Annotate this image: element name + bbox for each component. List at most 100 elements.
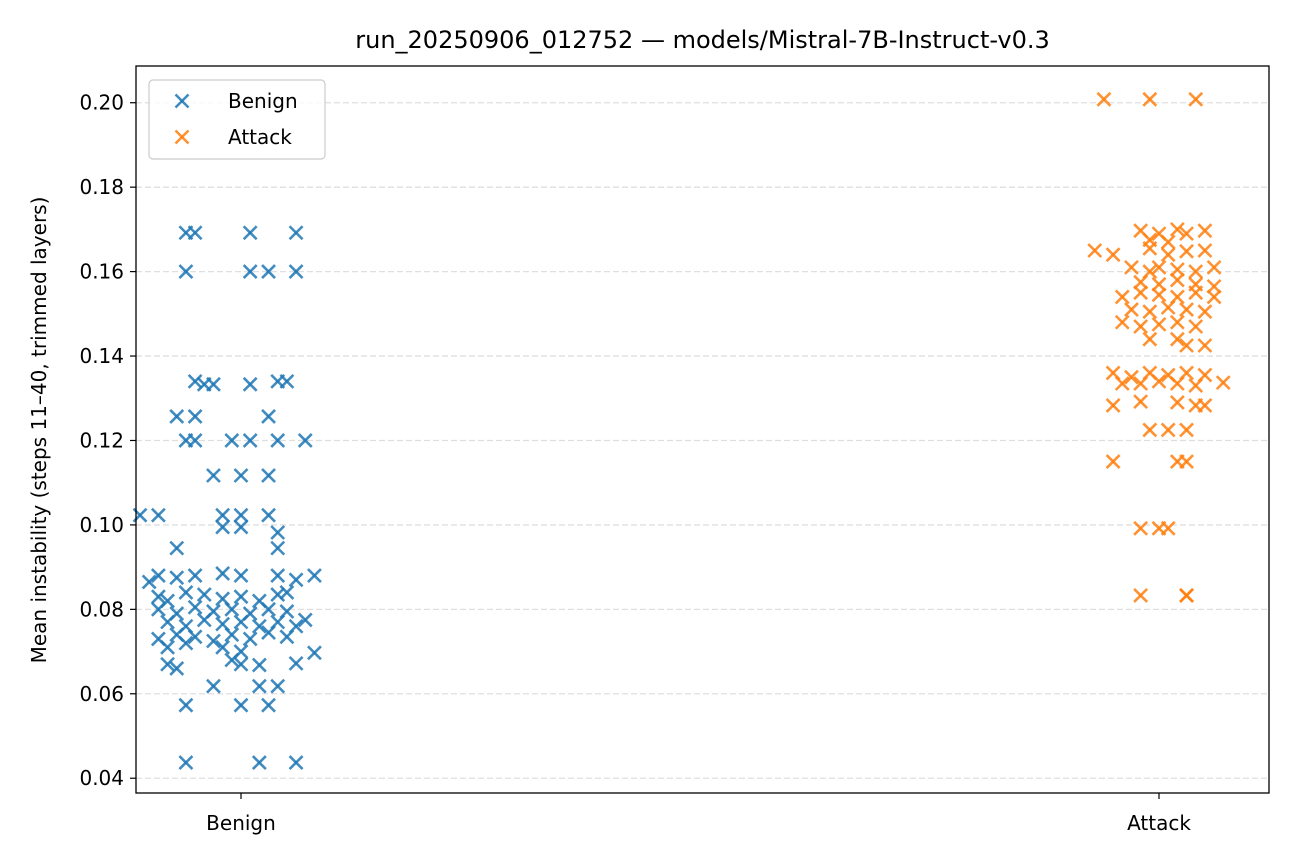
point-attack [1179, 243, 1194, 259]
point-benign [196, 587, 212, 602]
point-benign [224, 601, 240, 617]
point-benign [261, 697, 276, 713]
point-benign [233, 568, 249, 583]
point-benign [178, 697, 194, 713]
plot-frame [135, 65, 1270, 794]
y-tick-label: 0.16 [79, 260, 124, 284]
point-benign [224, 627, 240, 643]
point-benign [215, 519, 231, 535]
point-benign [196, 612, 212, 628]
point-benign [233, 507, 249, 523]
point-benign [279, 585, 295, 600]
point-benign [270, 540, 286, 556]
legend-label-benign: Benign [228, 89, 298, 113]
y-tick-label: 0.06 [79, 682, 124, 706]
point-benign [215, 639, 231, 655]
point-attack [1133, 587, 1149, 603]
point-attack [1169, 314, 1185, 330]
point-attack [1133, 274, 1149, 290]
point-benign [233, 589, 249, 605]
point-attack [1188, 378, 1204, 394]
point-benign [261, 264, 276, 280]
point-benign [288, 572, 304, 588]
point-attack [1160, 247, 1176, 263]
point-benign [215, 566, 231, 581]
point-attack [1206, 289, 1222, 305]
y-tick-label: 0.20 [79, 91, 124, 115]
point-benign [279, 629, 295, 645]
point-benign [270, 433, 286, 448]
point-attack [1105, 247, 1121, 263]
point-benign [169, 661, 185, 676]
point-benign [224, 652, 240, 668]
point-attack [1188, 319, 1204, 334]
point-benign [150, 589, 166, 605]
point-attack [1087, 243, 1103, 258]
legend-box [148, 79, 326, 160]
legend: Benign Attack [148, 79, 326, 160]
point-benign [178, 635, 194, 651]
point-benign [150, 601, 166, 617]
y-tick-label: 0.08 [79, 597, 124, 621]
point-attack [1133, 376, 1149, 391]
point-attack [1151, 276, 1167, 292]
point-benign [288, 264, 304, 280]
point-benign [242, 376, 258, 392]
point-benign [169, 570, 185, 586]
point-benign [297, 433, 313, 448]
point-benign [233, 697, 249, 713]
point-benign [187, 225, 203, 241]
point-benign [297, 612, 313, 628]
point-benign [270, 525, 286, 540]
point-benign [169, 408, 185, 424]
y-tick-label: 0.10 [79, 513, 124, 537]
point-benign [251, 618, 267, 634]
point-benign [261, 601, 276, 617]
point-attack [1179, 587, 1194, 603]
point-attack [1114, 314, 1130, 330]
point-benign [206, 468, 221, 483]
point-attack [1169, 395, 1185, 410]
y-tick-label: 0.18 [79, 175, 124, 199]
point-attack [1179, 454, 1194, 470]
point-benign [270, 587, 286, 602]
point-benign [187, 599, 203, 615]
point-benign [233, 468, 249, 483]
point-attack [1169, 262, 1185, 277]
point-attack [1169, 376, 1185, 391]
legend-label-attack: Attack [228, 125, 292, 149]
point-benign [288, 755, 304, 771]
y-tick-label: 0.14 [79, 344, 124, 368]
point-benign [187, 629, 203, 645]
point-benign [187, 433, 203, 448]
point-benign [150, 507, 166, 523]
point-benign [178, 585, 194, 600]
point-attack [1197, 243, 1213, 258]
legend-marker-benign [174, 93, 190, 109]
point-benign [178, 264, 194, 280]
x-tick-label: Attack [1127, 811, 1191, 835]
point-benign [307, 645, 322, 661]
point-benign [270, 678, 286, 694]
point-attack [1133, 285, 1149, 301]
point-attack [1160, 422, 1176, 438]
point-benign [261, 507, 276, 523]
point-benign [187, 408, 203, 424]
point-benign [187, 568, 203, 583]
point-attack [1215, 375, 1231, 391]
point-attack [1160, 234, 1176, 250]
point-attack [1142, 304, 1158, 320]
y-tick-label: 0.04 [79, 766, 124, 790]
point-benign [169, 540, 185, 556]
point-benign [224, 433, 240, 448]
point-attack [1179, 338, 1194, 353]
point-benign [233, 656, 249, 672]
point-attack [1179, 226, 1194, 242]
point-benign [288, 655, 304, 671]
point-attack [1133, 520, 1149, 536]
point-attack [1169, 272, 1185, 288]
point-benign [233, 519, 249, 535]
point-attack [1114, 376, 1130, 391]
point-benign [160, 639, 175, 655]
point-attack [1179, 422, 1194, 438]
